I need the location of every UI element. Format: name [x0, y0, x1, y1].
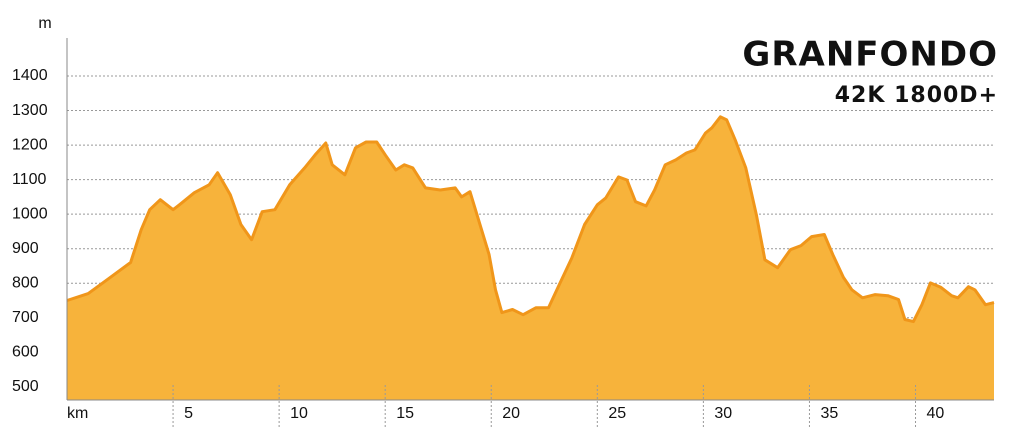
y-tick-label: 1000 — [12, 205, 48, 222]
elevation-line — [66, 115, 995, 324]
x-tick-label: 10 — [290, 405, 308, 422]
y-tick-label: 500 — [12, 378, 39, 395]
chart-title: GRANFONDO — [742, 35, 998, 75]
y-tick-label: 1200 — [12, 136, 48, 153]
y-tick-label: 600 — [12, 344, 39, 361]
area-fill — [67, 116, 994, 401]
y-tick-label: 900 — [12, 240, 39, 257]
x-tick-label: 20 — [502, 405, 520, 422]
y-axis-label: m — [38, 15, 51, 32]
y-tick-label: 700 — [12, 309, 39, 326]
x-tick-label: 5 — [184, 405, 193, 422]
chart-subtitle: 42K 1800D+ — [835, 83, 998, 108]
x-tick-label: km — [67, 405, 88, 422]
y-tick-label: 1300 — [12, 102, 48, 119]
y-tick-label: 1100 — [12, 171, 47, 188]
y-tick-label: 800 — [12, 274, 39, 291]
x-tick-label: 25 — [608, 405, 626, 422]
x-tick-label: 15 — [396, 405, 414, 422]
x-tick-label: 35 — [820, 405, 838, 422]
x-tick-label: 40 — [927, 405, 945, 422]
x-tick-label: 30 — [714, 405, 732, 422]
y-tick-label: 1400 — [12, 67, 48, 84]
